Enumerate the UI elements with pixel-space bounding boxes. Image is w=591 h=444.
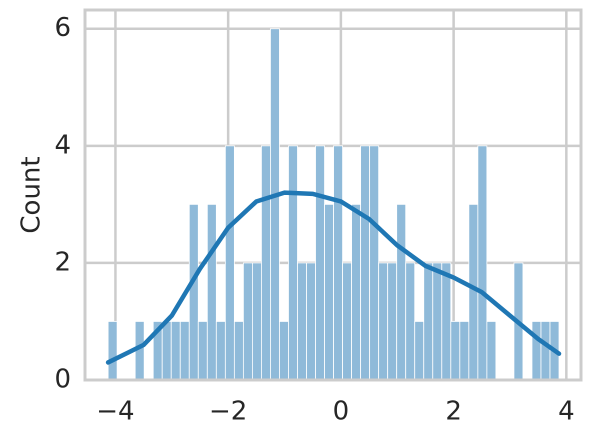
bar — [450, 321, 461, 381]
bar — [197, 321, 208, 381]
bar — [279, 321, 289, 381]
bar — [170, 321, 181, 381]
bar — [315, 145, 325, 381]
bar — [360, 145, 371, 381]
bar — [333, 145, 343, 381]
x-tick-label: 4 — [558, 397, 575, 427]
bar — [459, 321, 470, 381]
x-tick-label: 0 — [333, 397, 350, 427]
bar — [206, 203, 217, 381]
x-tick-label: −4 — [96, 397, 134, 427]
bar — [369, 145, 380, 381]
bar — [179, 321, 190, 381]
bar — [215, 321, 226, 381]
bar — [432, 262, 443, 381]
bar — [161, 321, 172, 381]
y-tick-label: 2 — [54, 247, 71, 277]
y-tick-label: 4 — [54, 130, 71, 160]
bar — [224, 145, 235, 381]
bar — [477, 145, 488, 381]
plot-frame — [83, 8, 583, 382]
bar — [342, 262, 352, 381]
x-tick-label: −2 — [209, 397, 247, 427]
bar — [468, 203, 479, 381]
bar — [251, 262, 262, 381]
bar — [242, 262, 253, 381]
y-tick-label: 0 — [54, 365, 71, 395]
bar — [423, 262, 434, 381]
bar — [324, 203, 334, 381]
y-tick-label: 6 — [54, 13, 71, 43]
bar — [188, 203, 199, 381]
kde-line — [105, 190, 562, 365]
bar — [306, 262, 316, 381]
bar — [486, 321, 497, 381]
bar — [531, 321, 542, 381]
bar — [405, 262, 416, 381]
bar — [297, 262, 307, 381]
bar — [414, 321, 425, 381]
bar — [441, 262, 452, 381]
bar — [351, 203, 362, 381]
bar — [396, 203, 407, 381]
bar — [378, 262, 389, 381]
bar — [387, 262, 398, 381]
bar — [107, 321, 118, 381]
bar — [270, 28, 280, 381]
bar — [261, 145, 271, 381]
y-axis-label: Count — [17, 156, 47, 233]
bar — [233, 321, 244, 381]
bar — [288, 145, 298, 381]
bar — [540, 321, 551, 381]
x-tick-label: 2 — [445, 397, 462, 427]
